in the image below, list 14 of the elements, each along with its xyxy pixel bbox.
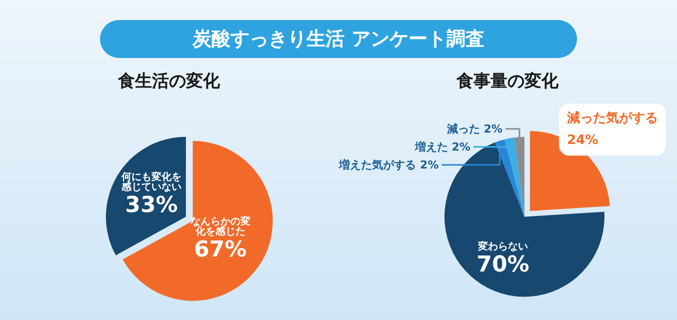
data-label: 24% [567, 133, 598, 148]
chart-title: 食事量の変化 [456, 72, 560, 92]
data-label: 67% [194, 238, 247, 263]
slice-label: 何にも変化を感じていない [120, 170, 182, 193]
data-label: 33% [125, 192, 178, 218]
data-label: 70% [476, 252, 530, 278]
slice-label: 増えた 2% [414, 140, 470, 154]
chart-title: 食生活の変化 [117, 72, 221, 92]
slice-label: 増えた気がする 2% [338, 158, 439, 172]
slice-label: 変わらない [477, 240, 528, 252]
slice-label: 減った気がする [566, 111, 658, 126]
slice-label: なんらかの変化を感じた [190, 216, 250, 238]
slice-label: 減った 2% [446, 122, 502, 136]
text: 炭酸すっきり生活 アンケート調査 [100, 20, 577, 58]
